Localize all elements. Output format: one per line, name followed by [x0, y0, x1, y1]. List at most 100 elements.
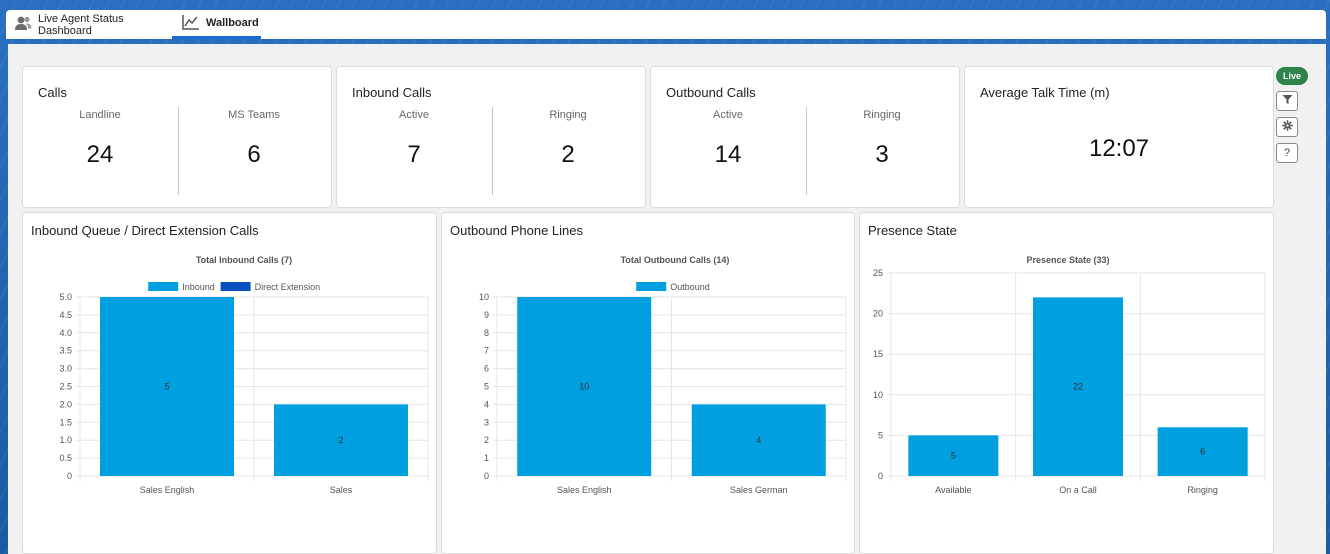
data-label: 5 — [164, 382, 169, 392]
y-tick-label: 0 — [67, 471, 72, 481]
data-label: 2 — [338, 435, 343, 445]
stat-value: 14 — [714, 141, 742, 168]
stat-label: Ringing — [549, 109, 587, 121]
y-tick-label: 10 — [873, 390, 883, 400]
y-tick-label: 25 — [873, 268, 883, 278]
outbound-ringing-stat: Ringing 3 — [805, 107, 959, 169]
y-tick-label: 4.5 — [59, 310, 72, 320]
card-title: Inbound Queue / Direct Extension Calls — [31, 223, 259, 238]
legend-swatch[interactable] — [636, 282, 667, 291]
bar-chart: Total Outbound Calls (14) Outbound 0 1 2 3 4 5 6… — [479, 255, 847, 495]
y-tick-label: 5.0 — [59, 292, 72, 302]
gear-icon — [1281, 120, 1293, 134]
bar[interactable] — [1157, 427, 1248, 476]
bar[interactable] — [1033, 297, 1123, 476]
y-tick-label: 2 — [484, 435, 489, 445]
y-tick-label: 0 — [484, 471, 489, 481]
card-title: Calls — [38, 85, 67, 100]
talk-time-value: 12:07 — [1088, 135, 1150, 162]
y-tick-label: 1.0 — [59, 435, 72, 445]
stat-value: 2 — [561, 141, 575, 168]
line-chart-icon — [182, 14, 206, 33]
chart-title: Total Outbound Calls (14) — [621, 255, 730, 265]
inbound-queue-chart-card: Inbound Queue / Direct Extension Calls T… — [22, 212, 437, 554]
y-tick-label: 10 — [479, 292, 489, 302]
chart-title: Total Inbound Calls (7) — [196, 255, 292, 265]
stat-value: 6 — [247, 141, 261, 168]
bar[interactable] — [100, 297, 234, 476]
bar[interactable] — [908, 435, 999, 476]
outbound-calls-card: Outbound Calls Active 14 Ringing 3 — [650, 66, 960, 208]
chart-title: Presence State (33) — [1026, 255, 1109, 265]
filter-icon — [1282, 94, 1293, 108]
x-tick-label: Sales German — [730, 485, 788, 495]
inbound-calls-card: Inbound Calls Active 7 Ringing 2 — [336, 66, 646, 208]
filter-button[interactable] — [1276, 91, 1298, 111]
bar-chart: Presence State (33) 0 5 10 15 20 25 5 Available 2… — [873, 255, 1266, 495]
legend-label[interactable]: Inbound — [182, 282, 215, 292]
divider — [178, 107, 179, 195]
stat-value: 3 — [875, 141, 889, 168]
tab-bar: Live Agent Status Dashboard Wallboard — [6, 10, 1326, 39]
x-tick-label: Available — [935, 485, 971, 495]
y-tick-label: 7 — [484, 346, 489, 356]
y-tick-label: 1.5 — [59, 417, 72, 427]
y-tick-label: 2.0 — [59, 399, 72, 409]
help-button[interactable]: ? — [1276, 143, 1298, 163]
y-tick-label: 4 — [484, 399, 489, 409]
stat-value: 7 — [407, 141, 421, 168]
tab-live-agent-status-dashboard[interactable]: Live Agent Status Dashboard — [14, 10, 174, 39]
tab-label: Wallboard — [206, 17, 259, 29]
bar[interactable] — [517, 297, 652, 476]
bar[interactable] — [274, 404, 408, 476]
bar[interactable] — [691, 404, 826, 476]
y-tick-label: 15 — [873, 349, 883, 359]
y-tick-label: 3.5 — [59, 346, 72, 356]
x-tick-label: Ringing — [1187, 485, 1218, 495]
outbound-phone-lines-chart-card: Outbound Phone Lines Total Outbound Call… — [441, 212, 855, 554]
data-label: 5 — [951, 451, 956, 461]
y-tick-label: 1 — [484, 453, 489, 463]
stat-label: Landline — [79, 109, 121, 121]
live-badge[interactable]: Live — [1276, 67, 1308, 85]
y-tick-label: 5 — [878, 430, 883, 440]
data-label: 22 — [1073, 382, 1083, 392]
y-tick-label: 5 — [484, 382, 489, 392]
stat-label: Ringing — [863, 109, 901, 121]
stat-label: Active — [713, 109, 743, 121]
y-tick-label: 8 — [484, 328, 489, 338]
stat-label: Active — [399, 109, 429, 121]
divider — [492, 107, 493, 195]
legend-label[interactable]: Outbound — [670, 282, 710, 292]
calls-card: Calls Landline 24 MS Teams 6 — [22, 66, 332, 208]
tab-label: Live Agent Status Dashboard — [38, 12, 124, 37]
legend-label[interactable]: Direct Extension — [255, 282, 321, 292]
card-title: Outbound Phone Lines — [450, 223, 583, 238]
ms-teams-stat: MS Teams 6 — [177, 107, 331, 169]
stat-label: MS Teams — [228, 109, 280, 121]
data-label: 6 — [1200, 447, 1205, 457]
card-title: Outbound Calls — [666, 85, 756, 100]
data-label: 4 — [756, 435, 761, 445]
help-icon: ? — [1283, 147, 1291, 159]
y-tick-label: 0 — [878, 471, 883, 481]
legend-swatch[interactable] — [220, 282, 251, 291]
y-tick-label: 9 — [484, 310, 489, 320]
inbound-ringing-stat: Ringing 2 — [491, 107, 645, 169]
x-tick-label: Sales English — [140, 485, 195, 495]
data-label: 10 — [579, 382, 589, 392]
legend-swatch[interactable] — [148, 282, 179, 291]
y-tick-label: 3 — [484, 417, 489, 427]
divider — [806, 107, 807, 195]
card-title: Inbound Calls — [352, 85, 432, 100]
y-tick-label: 3.0 — [59, 364, 72, 374]
average-talk-time-card: Average Talk Time (m) 12:07 — [964, 66, 1274, 208]
x-tick-label: Sales — [330, 485, 353, 495]
x-tick-label: On a Call — [1059, 485, 1097, 495]
y-tick-label: 0.5 — [59, 453, 72, 463]
landline-stat: Landline 24 — [23, 107, 177, 169]
stat-value: 24 — [86, 141, 114, 168]
tab-wallboard[interactable]: Wallboard — [172, 10, 261, 39]
y-tick-label: 4.0 — [59, 328, 72, 338]
settings-button[interactable] — [1276, 117, 1298, 137]
